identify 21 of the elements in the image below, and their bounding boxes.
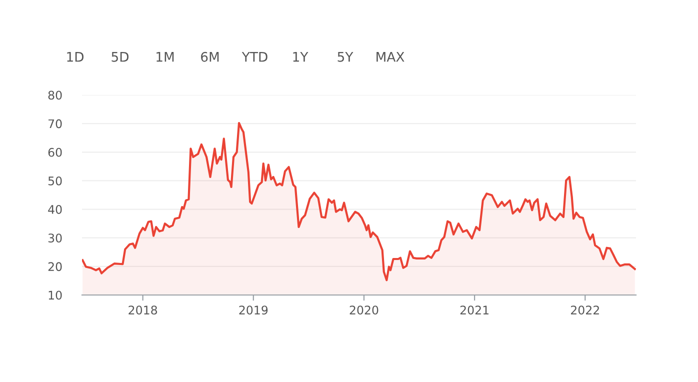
- y-tick-label: 30: [48, 234, 62, 243]
- text: 1M: [156, 52, 174, 62]
- y-tick-label: 60: [48, 148, 62, 157]
- y-tick-label: 40: [48, 205, 62, 214]
- x-tick-label: 2022: [570, 306, 599, 315]
- x-tick-label: 2020: [350, 306, 378, 315]
- y-tick-label: 10: [48, 290, 62, 300]
- text: 6M: [201, 52, 219, 62]
- x-tick-label: 2019: [239, 306, 268, 315]
- x-tick-label: 2021: [460, 306, 488, 315]
- x-tick-label: 2018: [128, 306, 158, 315]
- text: YTD: [242, 52, 268, 62]
- y-tick-label: 70: [48, 119, 62, 128]
- text: 5Y: [338, 52, 354, 62]
- text: 5D: [112, 52, 128, 62]
- y-tick-label: 20: [48, 262, 62, 272]
- text: MAX: [376, 52, 404, 62]
- text: 1Y: [293, 52, 308, 62]
- text: 1D: [67, 52, 84, 62]
- y-tick-label: 50: [48, 176, 62, 186]
- y-tick-label: 80: [48, 90, 62, 100]
